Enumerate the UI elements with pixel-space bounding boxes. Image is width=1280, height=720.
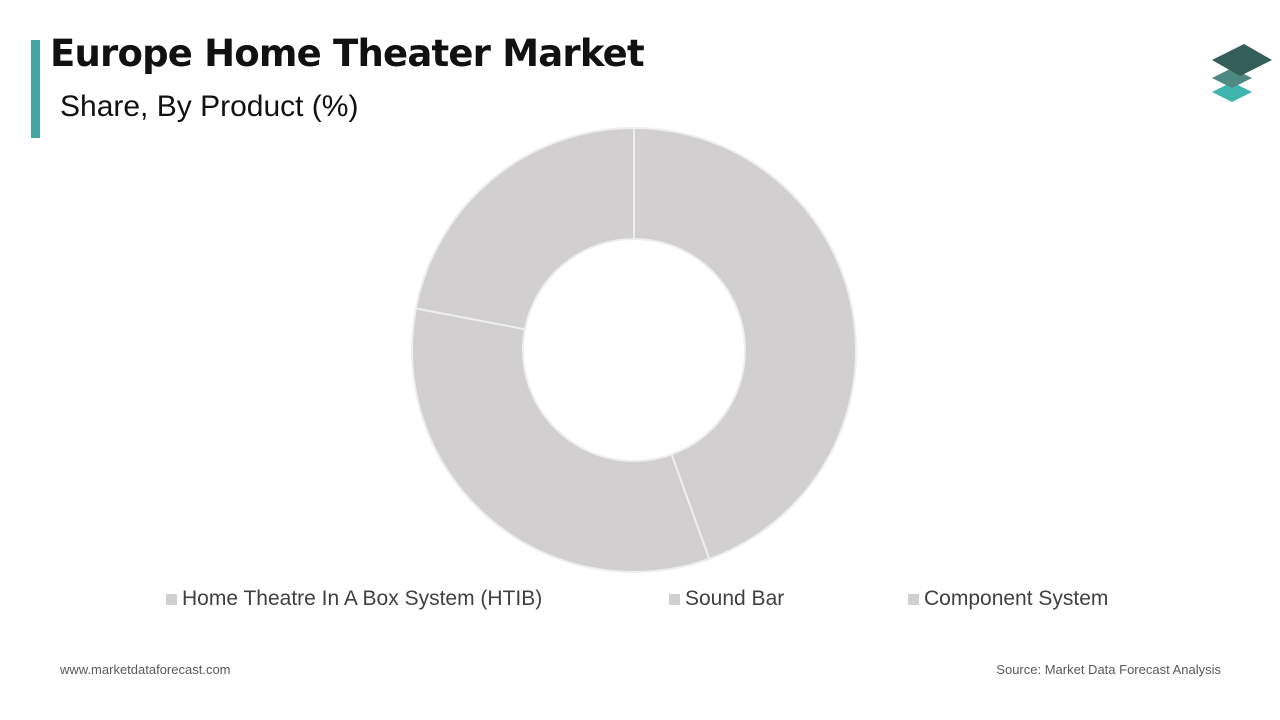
legend-label: Component System xyxy=(924,587,1109,610)
layered-stack-icon xyxy=(1212,44,1272,102)
legend-swatch xyxy=(669,593,680,605)
legend-item-1: Sound Bar xyxy=(669,585,784,613)
legend-label: Home Theatre In A Box System (HTIB) xyxy=(182,587,543,610)
donut-slice-0 xyxy=(633,126,857,561)
page-subtitle: Share, By Product (%) xyxy=(60,90,359,123)
footer-website: www.marketdataforecast.com xyxy=(60,662,231,677)
donut-slice-2 xyxy=(414,126,635,331)
legend-label: Sound Bar xyxy=(685,587,785,610)
chart-legend: Home Theatre In A Box System (HTIB) Sound… xyxy=(0,585,1280,613)
legend-swatch xyxy=(166,593,177,605)
legend-item-2: Component System xyxy=(908,585,1108,613)
donut-slice-1 xyxy=(411,307,711,573)
donut-slices xyxy=(411,126,857,573)
legend-swatch xyxy=(908,593,919,605)
footer-source: Source: Market Data Forecast Analysis xyxy=(996,662,1221,677)
legend-item-0: Home Theatre In A Box System (HTIB) xyxy=(166,585,542,613)
page-title: Europe Home Theater Market xyxy=(50,32,645,75)
title-accent-bar xyxy=(31,40,40,138)
